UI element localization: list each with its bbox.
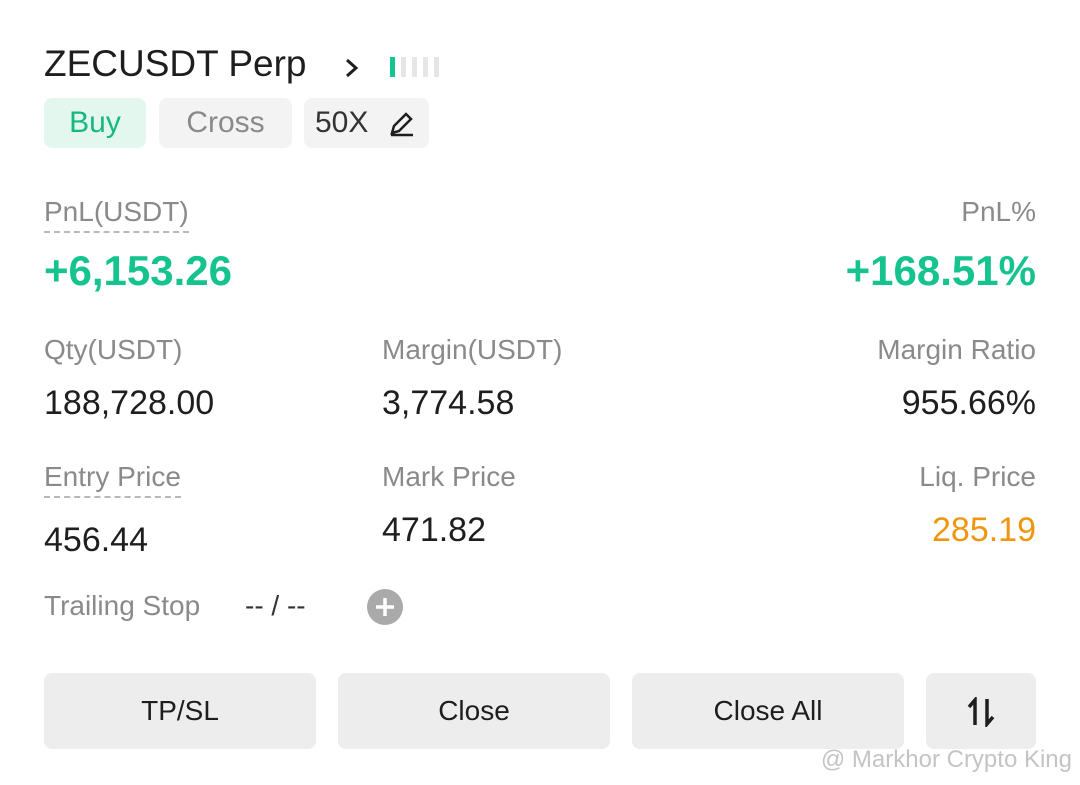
stat-value: 471.82 [382,511,486,549]
pnl-percent-value: +168.51% [845,247,1036,294]
swap-icon [967,697,995,727]
stat-value: 3,774.58 [382,384,515,422]
add-trailing-stop[interactable] [366,588,404,626]
trailing-stop-value: -- / -- [245,590,306,621]
stat-label: Margin(USDT) [382,334,563,365]
tpsl-button[interactable]: TP/SL [44,673,316,749]
pnl-percent-label: PnL% [961,196,1036,227]
symbol[interactable]: ZECUSDT Perp [44,43,307,84]
signal-bar [412,57,417,77]
close-all-button[interactable]: Close All [632,673,904,749]
watermark: @ Markhor Crypto King [820,746,1072,773]
stat-label[interactable]: Entry Price [44,460,181,498]
header-icons [346,57,439,78]
stat-label: Margin Ratio [877,334,1036,365]
pnl-value: +6,153.26 [44,247,233,294]
signal-bar [423,57,428,77]
stat-value: 188,728.00 [44,384,215,422]
close-button[interactable]: Close [338,673,610,749]
leverage-tag[interactable]: 50X [304,98,429,148]
stat-label: Liq. Price [919,461,1036,492]
stat-value: 456.44 [44,521,148,559]
side-tag: Buy [44,98,146,148]
signal-bar [401,57,406,77]
signal-bar [390,57,395,77]
pnl-label[interactable]: PnL(USDT) [44,195,189,233]
reverse-button[interactable] [926,673,1036,749]
leverage: 50X [315,106,369,139]
stat-value: 955.66% [901,384,1036,422]
signal-bar [434,57,439,77]
trailing-stop-label: Trailing Stop [44,590,201,621]
chevron[interactable] [346,58,359,78]
stat-value: 285.19 [932,511,1036,549]
stat-label: Qty(USDT) [44,334,183,365]
stat-label: Mark Price [382,461,516,492]
edit-icon [390,112,413,137]
margin-mode-tag: Cross [159,98,292,148]
